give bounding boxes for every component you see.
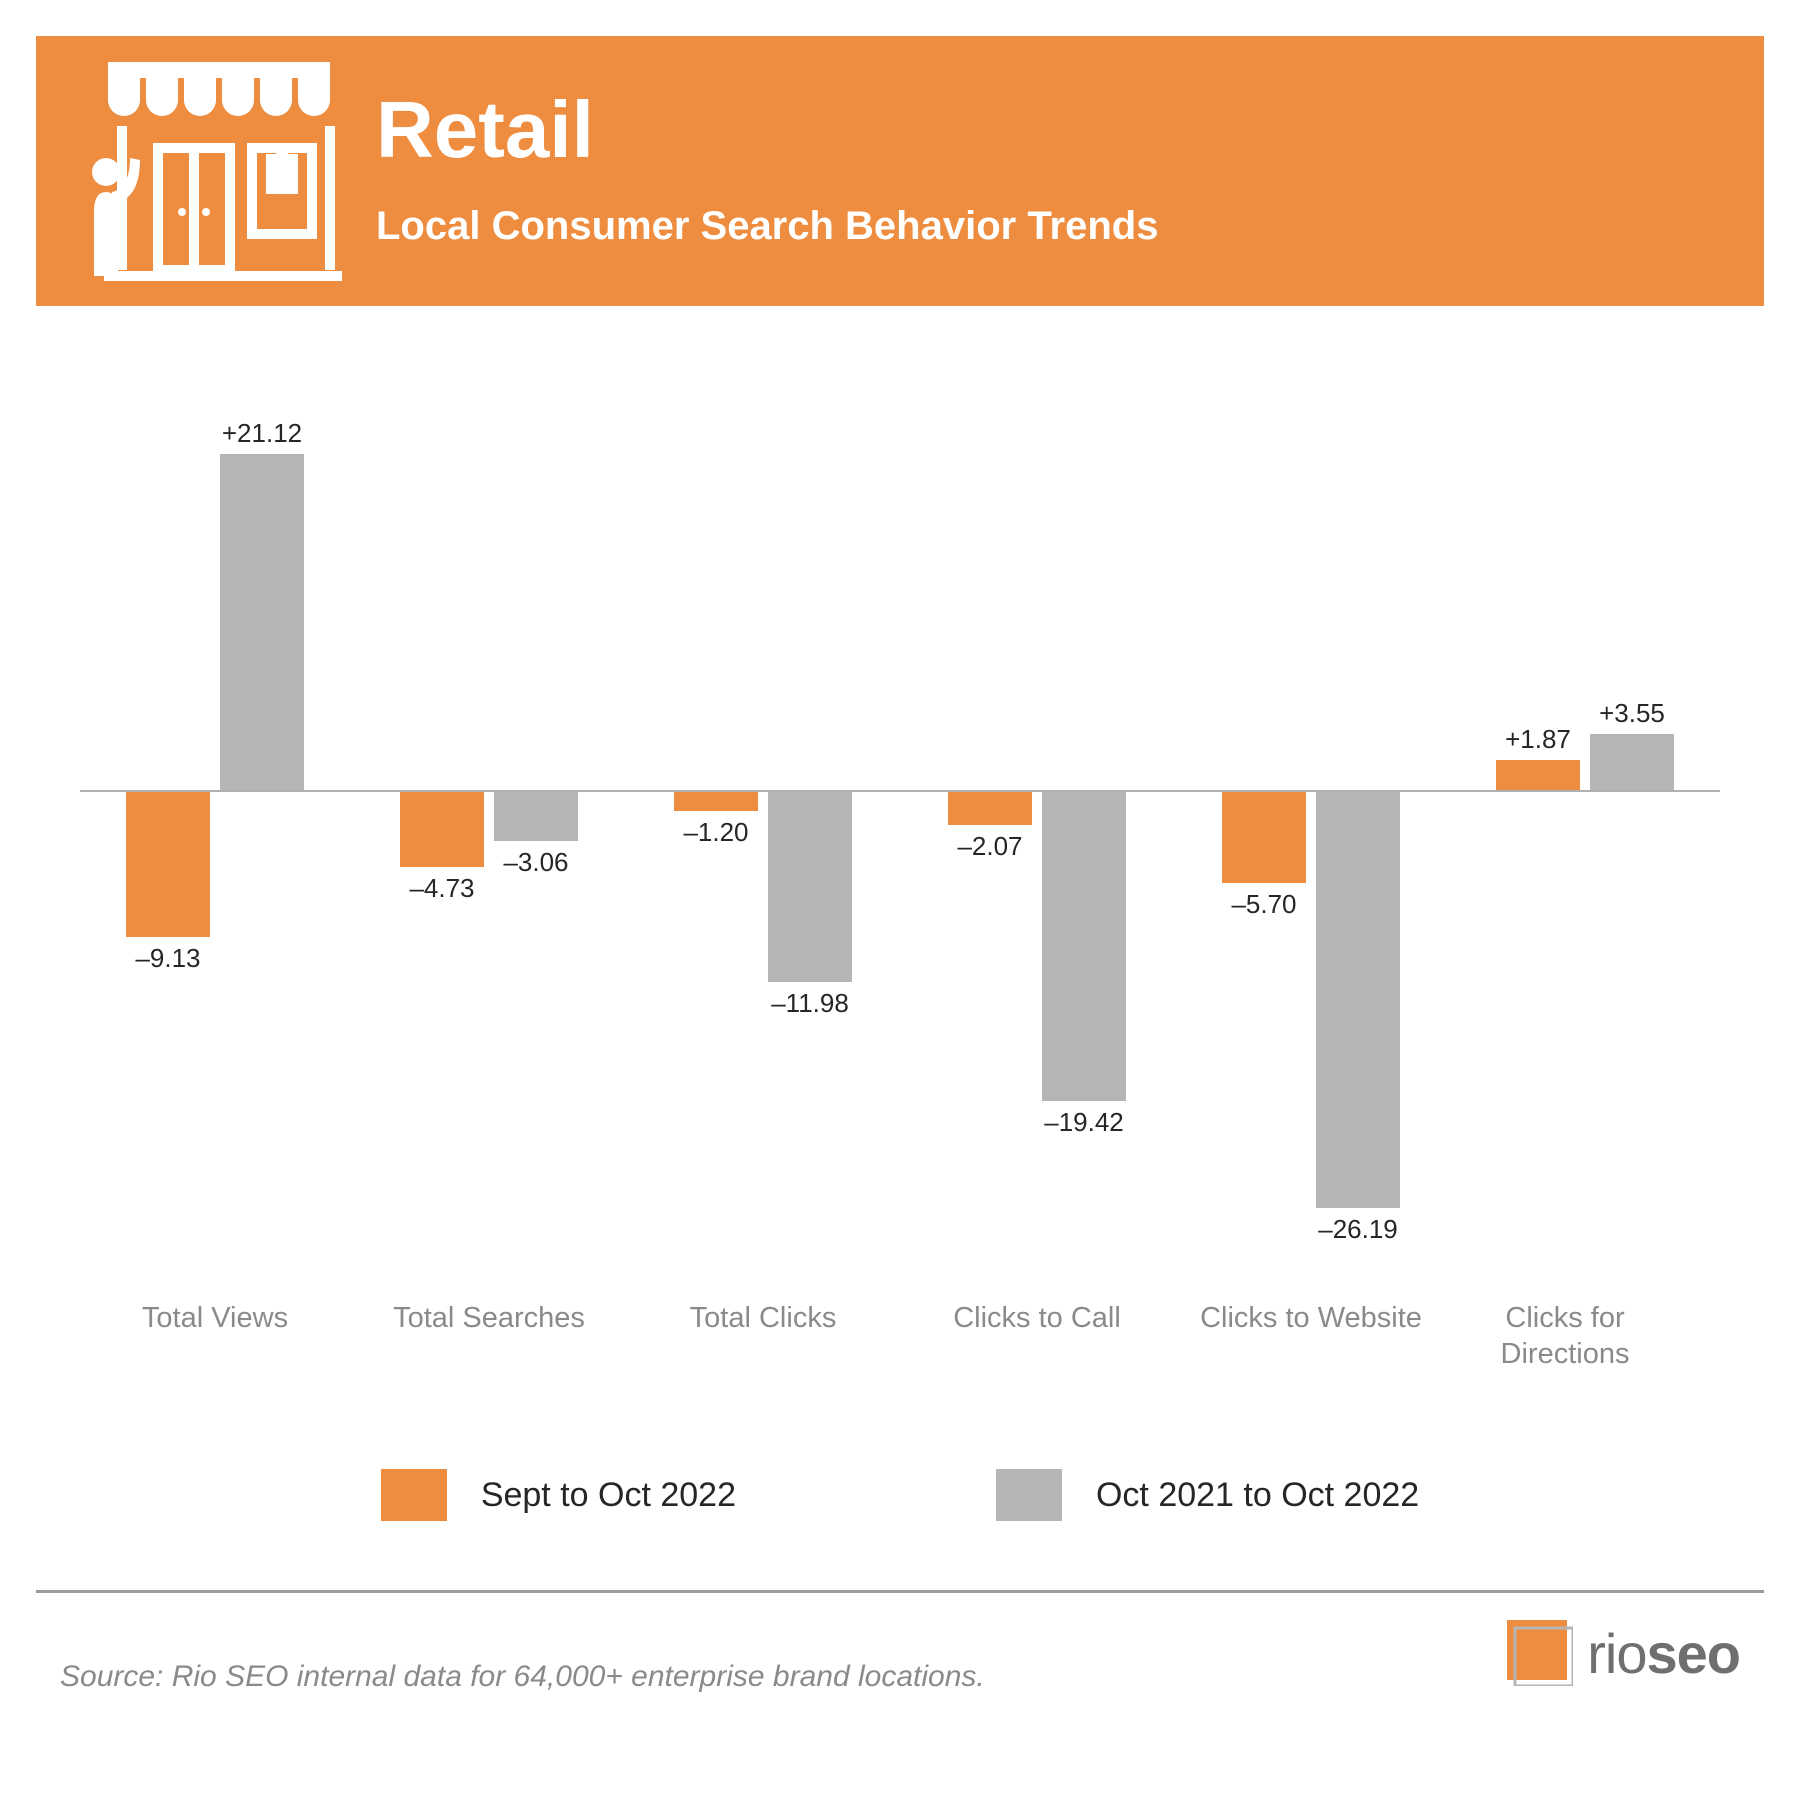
page-title: Retail [376, 84, 594, 176]
legend-swatch [996, 1469, 1062, 1521]
chart-baseline [80, 790, 1720, 792]
category-label: Clicks to Call [907, 1300, 1167, 1336]
logo-icon [1507, 1620, 1573, 1686]
chart-bar [1042, 792, 1126, 1101]
bar-value-label: –5.70 [1194, 889, 1334, 920]
chart-bar [948, 792, 1032, 825]
category-label: Clicks to Website [1181, 1300, 1441, 1336]
brand-logo: rioseo [1507, 1620, 1740, 1686]
logo-text: rioseo [1587, 1621, 1740, 1686]
chart-bar [220, 454, 304, 790]
chart-bar [1222, 792, 1306, 883]
chart-legend: Sept to Oct 2022 Oct 2021 to Oct 2022 [0, 1460, 1800, 1530]
header-banner: Retail Local Consumer Search Behavior Tr… [36, 36, 1764, 306]
bar-value-label: +1.87 [1468, 724, 1608, 755]
bar-value-label: –3.06 [466, 847, 606, 878]
legend-label: Sept to Oct 2022 [481, 1476, 736, 1515]
source-text: Source: Rio SEO internal data for 64,000… [60, 1660, 985, 1694]
category-label: Clicks for Directions [1455, 1300, 1675, 1373]
bar-value-label: –9.13 [98, 943, 238, 974]
bar-value-label: –1.20 [646, 817, 786, 848]
bar-value-label: +3.55 [1562, 698, 1702, 729]
legend-label: Oct 2021 to Oct 2022 [1096, 1476, 1419, 1515]
storefront-icon [84, 62, 354, 292]
chart-bar [674, 792, 758, 811]
chart-bar [1590, 734, 1674, 790]
bar-value-label: –11.98 [740, 988, 880, 1019]
chart-bar [768, 792, 852, 982]
footer-divider [36, 1590, 1764, 1593]
chart-bar [1316, 792, 1400, 1208]
category-label: Total Views [85, 1300, 345, 1336]
chart-bar [1496, 760, 1580, 790]
category-label: Total Clicks [633, 1300, 893, 1336]
legend-item: Sept to Oct 2022 [381, 1469, 736, 1521]
bar-chart: –9.13 +21.12 Total Views –4.73–3.06 Total Se… [80, 420, 1720, 1370]
bar-value-label: –4.73 [372, 873, 512, 904]
legend-swatch [381, 1469, 447, 1521]
bar-value-label: –2.07 [920, 831, 1060, 862]
bar-value-label: –19.42 [1014, 1107, 1154, 1138]
bar-value-label: –26.19 [1288, 1214, 1428, 1245]
legend-item: Oct 2021 to Oct 2022 [996, 1469, 1419, 1521]
chart-bar [494, 792, 578, 841]
bar-value-label: +21.12 [192, 418, 332, 449]
category-label: Total Searches [359, 1300, 619, 1336]
page-subtitle: Local Consumer Search Behavior Trends [376, 204, 1158, 249]
chart-bar [126, 792, 210, 937]
